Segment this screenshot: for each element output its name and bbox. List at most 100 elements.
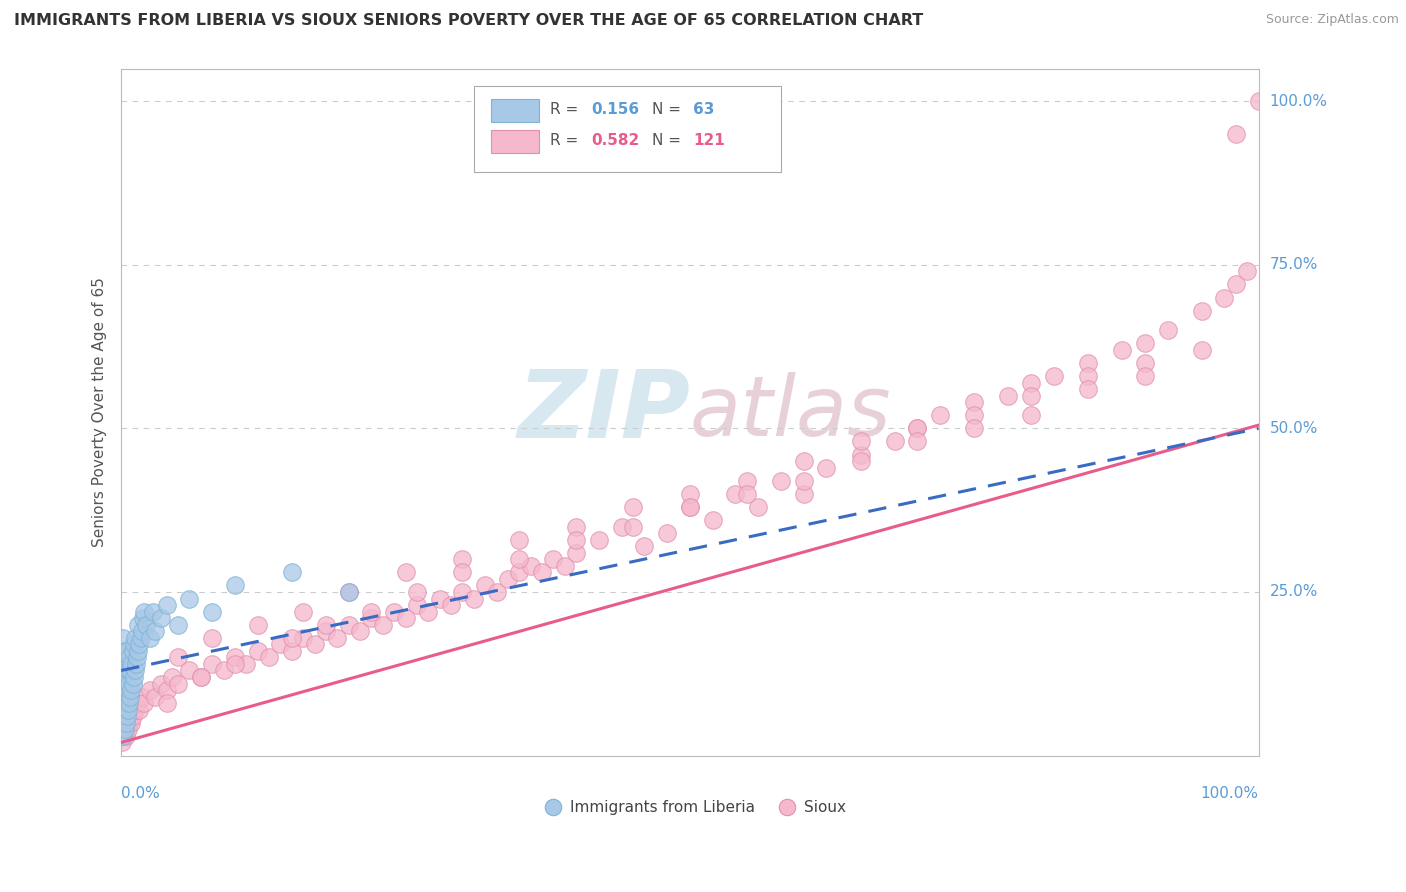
Point [115,644,138,658]
Point [543,797,565,812]
Point [246,644,269,658]
Text: N =: N = [652,103,686,117]
Point [112,729,135,743]
Text: ZIP: ZIP [517,366,690,458]
Point [1133,356,1156,370]
Point [201,631,224,645]
Point [963,421,986,435]
Point [246,617,269,632]
Point [349,624,371,639]
Text: 63: 63 [693,103,714,117]
Point [1077,382,1099,396]
FancyBboxPatch shape [474,86,780,171]
Point [1236,264,1258,278]
Point [292,631,315,645]
Point [201,605,224,619]
Point [122,637,145,651]
Point [131,690,153,704]
Point [1133,336,1156,351]
Point [588,533,610,547]
Point [112,729,135,743]
Point [292,605,315,619]
Point [150,611,173,625]
Point [128,703,150,717]
Point [315,624,337,639]
Point [610,519,633,533]
Point [114,696,136,710]
Point [114,676,136,690]
Point [114,723,136,737]
Point [132,696,155,710]
Point [115,690,138,704]
Point [1019,389,1042,403]
Point [129,631,152,645]
Point [138,631,160,645]
Text: Sioux: Sioux [804,799,845,814]
Point [179,591,201,606]
Point [117,683,139,698]
Text: 0.0%: 0.0% [121,786,160,801]
Point [304,637,326,651]
Point [120,690,142,704]
Point [702,513,724,527]
Point [394,566,416,580]
Point [429,591,451,606]
Point [451,552,474,566]
Point [127,650,149,665]
Point [142,605,165,619]
Point [1133,369,1156,384]
Point [418,605,440,619]
Point [496,572,519,586]
Point [111,715,134,730]
Point [394,611,416,625]
Point [905,421,928,435]
Point [111,735,134,749]
Point [156,683,179,698]
Point [1077,356,1099,370]
Point [132,611,155,625]
Point [531,566,554,580]
Point [156,598,179,612]
Point [963,395,986,409]
Point [112,696,135,710]
Point [212,664,235,678]
Point [162,670,184,684]
Point [1225,277,1247,292]
Point [112,683,135,698]
Point [474,578,496,592]
Point [111,650,134,665]
Point [118,650,141,665]
Point [1156,323,1178,337]
Point [679,500,702,514]
Point [167,650,190,665]
Point [235,657,257,671]
Text: atlas: atlas [690,372,891,452]
Point [440,598,463,612]
Point [905,434,928,449]
Point [1247,94,1270,108]
Point [1213,291,1236,305]
Y-axis label: Seniors Poverty Over the Age of 65: Seniors Poverty Over the Age of 65 [93,277,107,547]
Point [565,533,588,547]
Point [128,637,150,651]
Point [121,676,143,690]
Point [963,409,986,423]
Point [120,683,142,698]
Text: IMMIGRANTS FROM LIBERIA VS SIOUX SENIORS POVERTY OVER THE AGE OF 65 CORRELATION : IMMIGRANTS FROM LIBERIA VS SIOUX SENIORS… [14,13,924,29]
Point [281,644,304,658]
Point [114,644,136,658]
Point [281,631,304,645]
Point [815,460,838,475]
Point [747,500,769,514]
Point [201,657,224,671]
Text: 25.0%: 25.0% [1270,584,1317,599]
Point [167,617,190,632]
Point [775,797,797,812]
Point [131,624,153,639]
Point [117,664,139,678]
Point [1077,369,1099,384]
Point [1225,127,1247,141]
Point [543,552,565,566]
Point [179,664,201,678]
Point [315,617,337,632]
